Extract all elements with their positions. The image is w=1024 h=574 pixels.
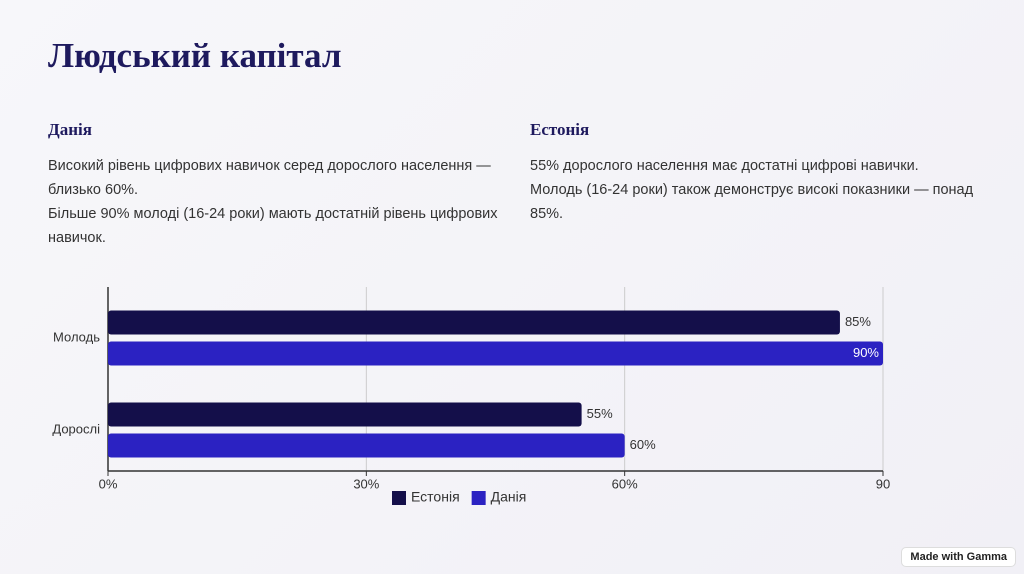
value-label: 90%	[853, 345, 879, 360]
legend-swatch	[392, 491, 406, 505]
badge[interactable]: Made with Gamma	[901, 547, 1016, 567]
y-tick-label: Дорослі	[52, 421, 100, 436]
bar	[108, 402, 582, 427]
x-tick-label: 90	[876, 476, 890, 491]
chart: 0% 30% 60% 90 Молодь 85% 90% Дорослі 55% 60% Естон…	[52, 287, 890, 505]
title: Людський капітал	[48, 36, 342, 75]
legend-label: Данія	[491, 489, 527, 505]
paragraph: Молодь (16-24 роки) також демонструє вис…	[530, 182, 974, 222]
bar	[108, 310, 840, 335]
heading: Естонія	[530, 120, 590, 139]
column: Естонія 55% дорослого населення має дост…	[530, 120, 980, 226]
legend-swatch	[471, 491, 486, 505]
x-tick-label: 60%	[612, 476, 638, 491]
value-label: 85%	[845, 314, 871, 329]
value-label: 60%	[630, 437, 656, 452]
paragraph: Високий рівень цифрових навичок серед до…	[48, 158, 491, 198]
x-tick-label: 30%	[353, 476, 379, 491]
bar	[108, 341, 883, 366]
value-label: 55%	[587, 406, 613, 421]
paragraph: 55% дорослого населення має достатні циф…	[530, 158, 919, 174]
heading: Данія	[48, 120, 92, 139]
paragraph: Більше 90% молоді (16-24 роки) мають дос…	[48, 206, 498, 246]
x-tick-label: 0%	[99, 476, 118, 491]
bar	[108, 433, 625, 458]
legend-label: Естонія	[411, 489, 460, 505]
y-tick-label: Молодь	[53, 329, 100, 344]
column: Данія Високий рівень цифрових навичок се…	[48, 120, 503, 250]
